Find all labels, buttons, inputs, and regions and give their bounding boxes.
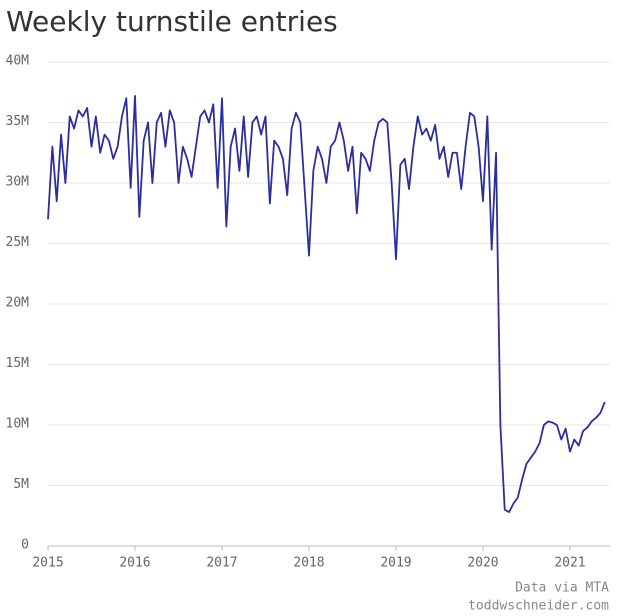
y-tick-label: 25M [6, 235, 30, 250]
x-tick-label: 2018 [293, 556, 324, 571]
y-tick-label: 10M [6, 417, 30, 432]
y-tick-label: 35M [6, 114, 30, 129]
y-tick-label: 30M [6, 175, 30, 190]
source-note: Data via MTA [515, 581, 609, 596]
y-tick-label: 15M [6, 356, 30, 371]
x-tick-label: 2020 [467, 556, 498, 571]
x-tick-label: 2017 [206, 556, 237, 571]
data-line [47, 94, 606, 514]
chart-title: Weekly turnstile entries [6, 5, 338, 38]
x-tick-label: 2019 [380, 556, 411, 571]
site-note: toddwschneider.com [468, 599, 609, 614]
y-tick-label: 5M [13, 477, 29, 492]
x-tick-label: 2016 [119, 556, 150, 571]
y-tick-label: 0 [21, 538, 29, 553]
y-tick-label: 20M [6, 296, 30, 311]
y-tick-label: 40M [6, 54, 30, 69]
x-tick-label: 2021 [554, 556, 585, 571]
x-tick-label: 2015 [32, 556, 63, 571]
